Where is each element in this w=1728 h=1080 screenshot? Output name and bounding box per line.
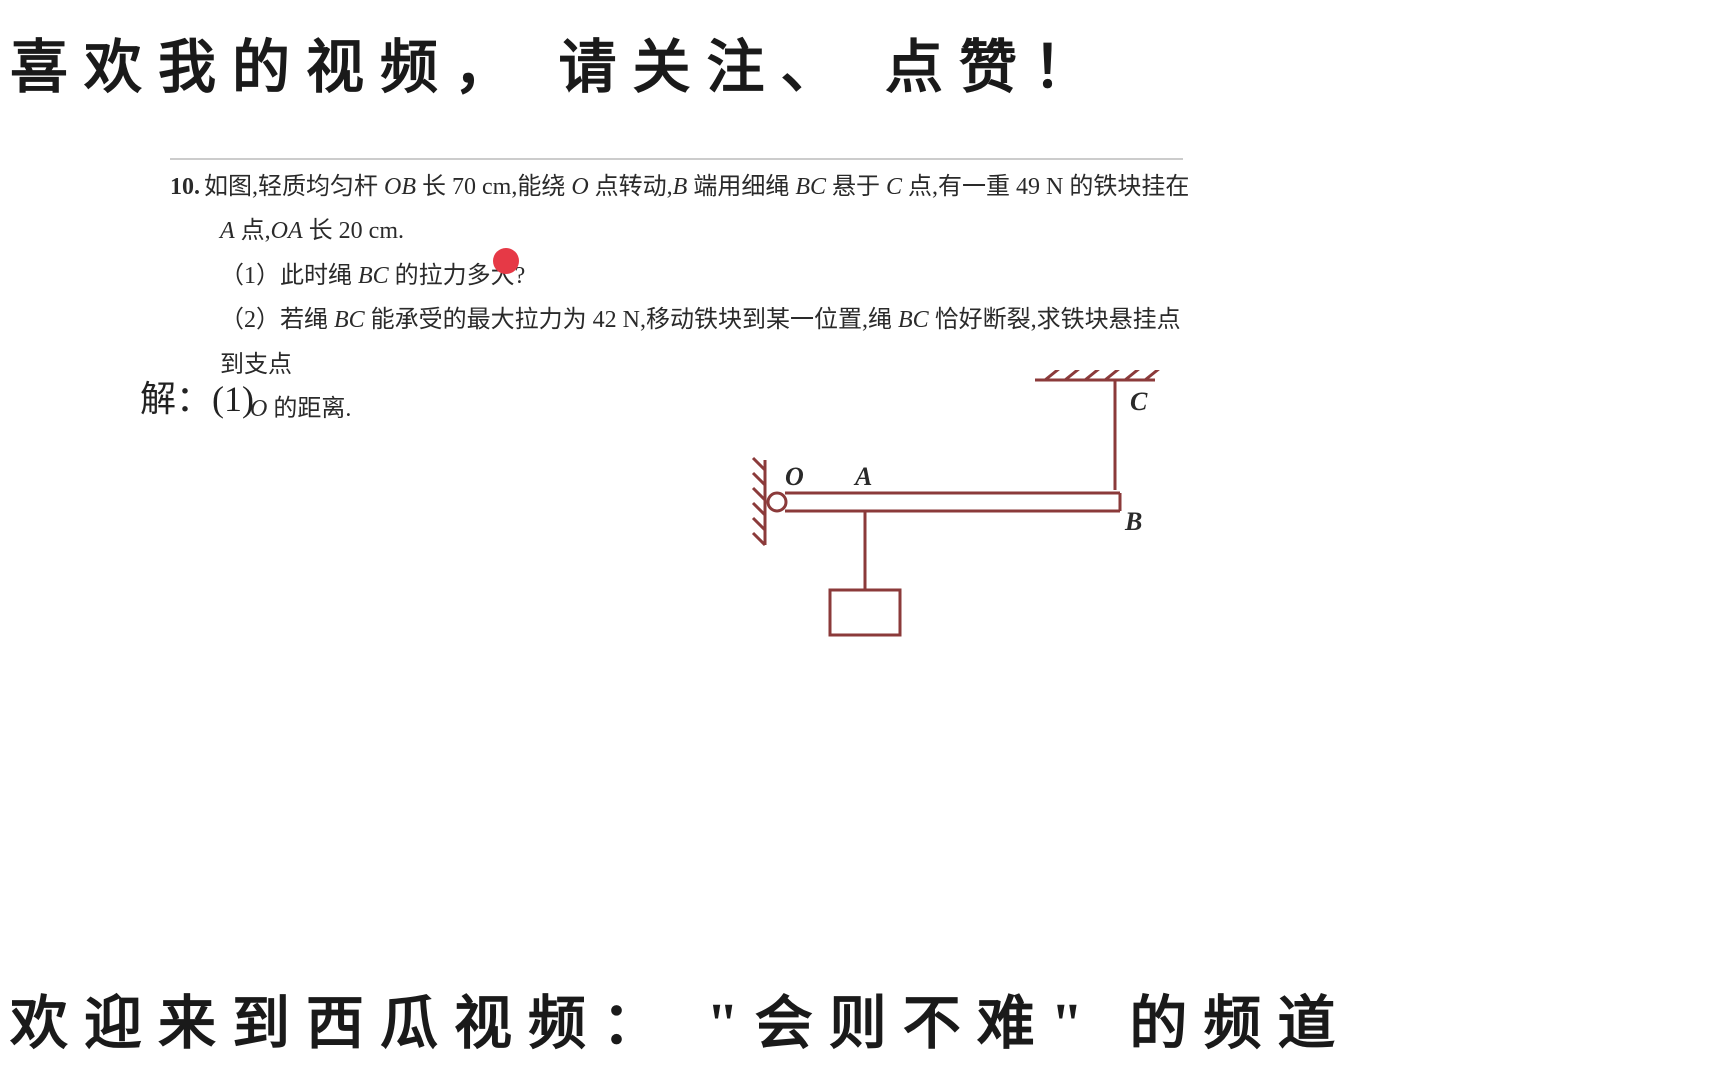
handwritten-solution-mark: 解：(1)	[140, 370, 254, 422]
var-BC: BC	[358, 263, 389, 289]
top-rule	[170, 158, 1183, 160]
var-O: O	[571, 174, 588, 200]
problem-line-2: A 点,OA 长 20 cm.	[170, 209, 1190, 253]
diagram-label-A: A	[853, 462, 872, 491]
var-OB: OB	[384, 174, 416, 200]
bottom-banner: 欢迎来到西瓜视频： "会则不难" 的频道	[0, 976, 1728, 1060]
var-BC: BC	[795, 174, 826, 200]
question-1: （1）此时绳 BC 的拉力多大?	[170, 254, 1190, 298]
text: 的距离.	[267, 396, 351, 422]
var-BC: BC	[334, 307, 365, 333]
q2-number: （2）	[220, 307, 280, 333]
text: 悬于	[826, 174, 886, 200]
var-OA: OA	[271, 218, 303, 244]
text: 长 20 cm.	[303, 218, 404, 244]
var-B: B	[673, 174, 688, 200]
text: 若绳	[280, 307, 334, 333]
problem-number: 10.	[170, 174, 200, 200]
red-cursor-dot	[493, 248, 519, 274]
diagram-label-O: O	[785, 462, 804, 491]
top-banner: 喜欢我的视频， 请关注、 点赞！	[0, 20, 1728, 104]
diagram-label-C: C	[1130, 387, 1148, 416]
text: 此时绳	[280, 263, 358, 289]
diagram-label-B: B	[1124, 507, 1142, 536]
text: 点,	[235, 218, 271, 244]
text: 能承受的最大拉力为 42 N,移动铁块到某一位置,绳	[365, 307, 898, 333]
var-A: A	[220, 218, 235, 244]
text: 如图,轻质均匀杆	[204, 174, 384, 200]
text: 长 70 cm,能绕	[416, 174, 571, 200]
var-BC: BC	[898, 307, 929, 333]
physics-diagram: O A B C	[725, 370, 1165, 660]
problem-line-1: 10.如图,轻质均匀杆 OB 长 70 cm,能绕 O 点转动,B 端用细绳 B…	[170, 165, 1190, 209]
text: 端用细绳	[687, 174, 795, 200]
var-C: C	[886, 174, 902, 200]
q1-number: （1）	[220, 263, 280, 289]
text: 点,有一重 49 N 的铁块挂在	[902, 174, 1189, 200]
text: 点转动,	[589, 174, 673, 200]
